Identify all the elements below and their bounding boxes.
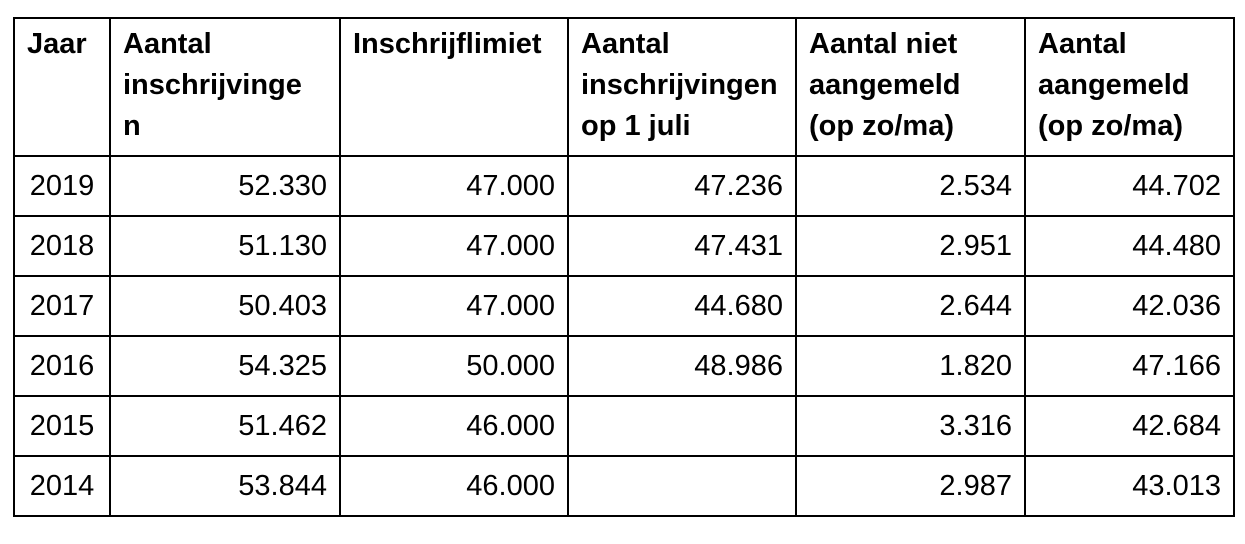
cell-aantal-inschrijvingen: 50.403 xyxy=(109,275,341,337)
cell-inschrijflimiet: 46.000 xyxy=(339,395,569,457)
cell-jaar: 2019 xyxy=(13,155,111,217)
cell-aantal-inschrijvingen-op-1-juli: 47.236 xyxy=(567,155,797,217)
cell-inschrijflimiet: 47.000 xyxy=(339,275,569,337)
cell-aantal-aangemeld: 44.702 xyxy=(1024,155,1235,217)
cell-aantal-niet-aangemeld: 3.316 xyxy=(795,395,1026,457)
cell-aantal-niet-aangemeld: 2.951 xyxy=(795,215,1026,277)
col-header-aantal-inschrijvingen-op-1-juli: Aantal inschrijvingen op 1 juli xyxy=(567,17,797,157)
cell-aantal-niet-aangemeld: 2.644 xyxy=(795,275,1026,337)
cell-inschrijflimiet: 46.000 xyxy=(339,455,569,517)
cell-jaar: 2015 xyxy=(13,395,111,457)
cell-aantal-inschrijvingen: 54.325 xyxy=(109,335,341,397)
cell-aantal-inschrijvingen-op-1-juli xyxy=(567,455,797,517)
cell-jaar: 2016 xyxy=(13,335,111,397)
cell-jaar: 2018 xyxy=(13,215,111,277)
table-header: Jaar Aantal inschrijvinge n Inschrijflim… xyxy=(13,17,1235,157)
cell-inschrijflimiet: 50.000 xyxy=(339,335,569,397)
col-header-inschrijflimiet: Inschrijflimiet xyxy=(339,17,569,157)
cell-aantal-inschrijvingen-op-1-juli: 47.431 xyxy=(567,215,797,277)
cell-aantal-aangemeld: 43.013 xyxy=(1024,455,1235,517)
cell-aantal-inschrijvingen: 51.462 xyxy=(109,395,341,457)
table-row: 2014 53.844 46.000 2.987 43.013 xyxy=(13,455,1235,517)
cell-jaar: 2014 xyxy=(13,455,111,517)
col-header-aantal-inschrijvingen: Aantal inschrijvinge n xyxy=(109,17,341,157)
table-row: 2015 51.462 46.000 3.316 42.684 xyxy=(13,395,1235,457)
table-row: 2016 54.325 50.000 48.986 1.820 47.166 xyxy=(13,335,1235,397)
cell-aantal-inschrijvingen-op-1-juli: 44.680 xyxy=(567,275,797,337)
enrollment-table: Jaar Aantal inschrijvinge n Inschrijflim… xyxy=(13,17,1235,517)
cell-aantal-inschrijvingen: 51.130 xyxy=(109,215,341,277)
table-row: 2019 52.330 47.000 47.236 2.534 44.702 xyxy=(13,155,1235,217)
cell-aantal-niet-aangemeld: 1.820 xyxy=(795,335,1026,397)
table-row: 2017 50.403 47.000 44.680 2.644 42.036 xyxy=(13,275,1235,337)
cell-aantal-aangemeld: 42.684 xyxy=(1024,395,1235,457)
col-header-aantal-aangemeld: Aantal aangemeld (op zo/ma) xyxy=(1024,17,1235,157)
cell-aantal-inschrijvingen: 53.844 xyxy=(109,455,341,517)
cell-inschrijflimiet: 47.000 xyxy=(339,155,569,217)
col-header-jaar: Jaar xyxy=(13,17,111,157)
cell-aantal-aangemeld: 47.166 xyxy=(1024,335,1235,397)
cell-aantal-inschrijvingen-op-1-juli: 48.986 xyxy=(567,335,797,397)
header-row: Jaar Aantal inschrijvinge n Inschrijflim… xyxy=(13,17,1235,157)
cell-aantal-aangemeld: 42.036 xyxy=(1024,275,1235,337)
cell-aantal-inschrijvingen: 52.330 xyxy=(109,155,341,217)
cell-aantal-aangemeld: 44.480 xyxy=(1024,215,1235,277)
col-header-aantal-niet-aangemeld: Aantal niet aangemeld (op zo/ma) xyxy=(795,17,1026,157)
cell-aantal-inschrijvingen-op-1-juli xyxy=(567,395,797,457)
cell-inschrijflimiet: 47.000 xyxy=(339,215,569,277)
cell-aantal-niet-aangemeld: 2.534 xyxy=(795,155,1026,217)
cell-jaar: 2017 xyxy=(13,275,111,337)
table-row: 2018 51.130 47.000 47.431 2.951 44.480 xyxy=(13,215,1235,277)
table-body: 2019 52.330 47.000 47.236 2.534 44.702 2018 51.… xyxy=(13,155,1235,517)
cell-aantal-niet-aangemeld: 2.987 xyxy=(795,455,1026,517)
